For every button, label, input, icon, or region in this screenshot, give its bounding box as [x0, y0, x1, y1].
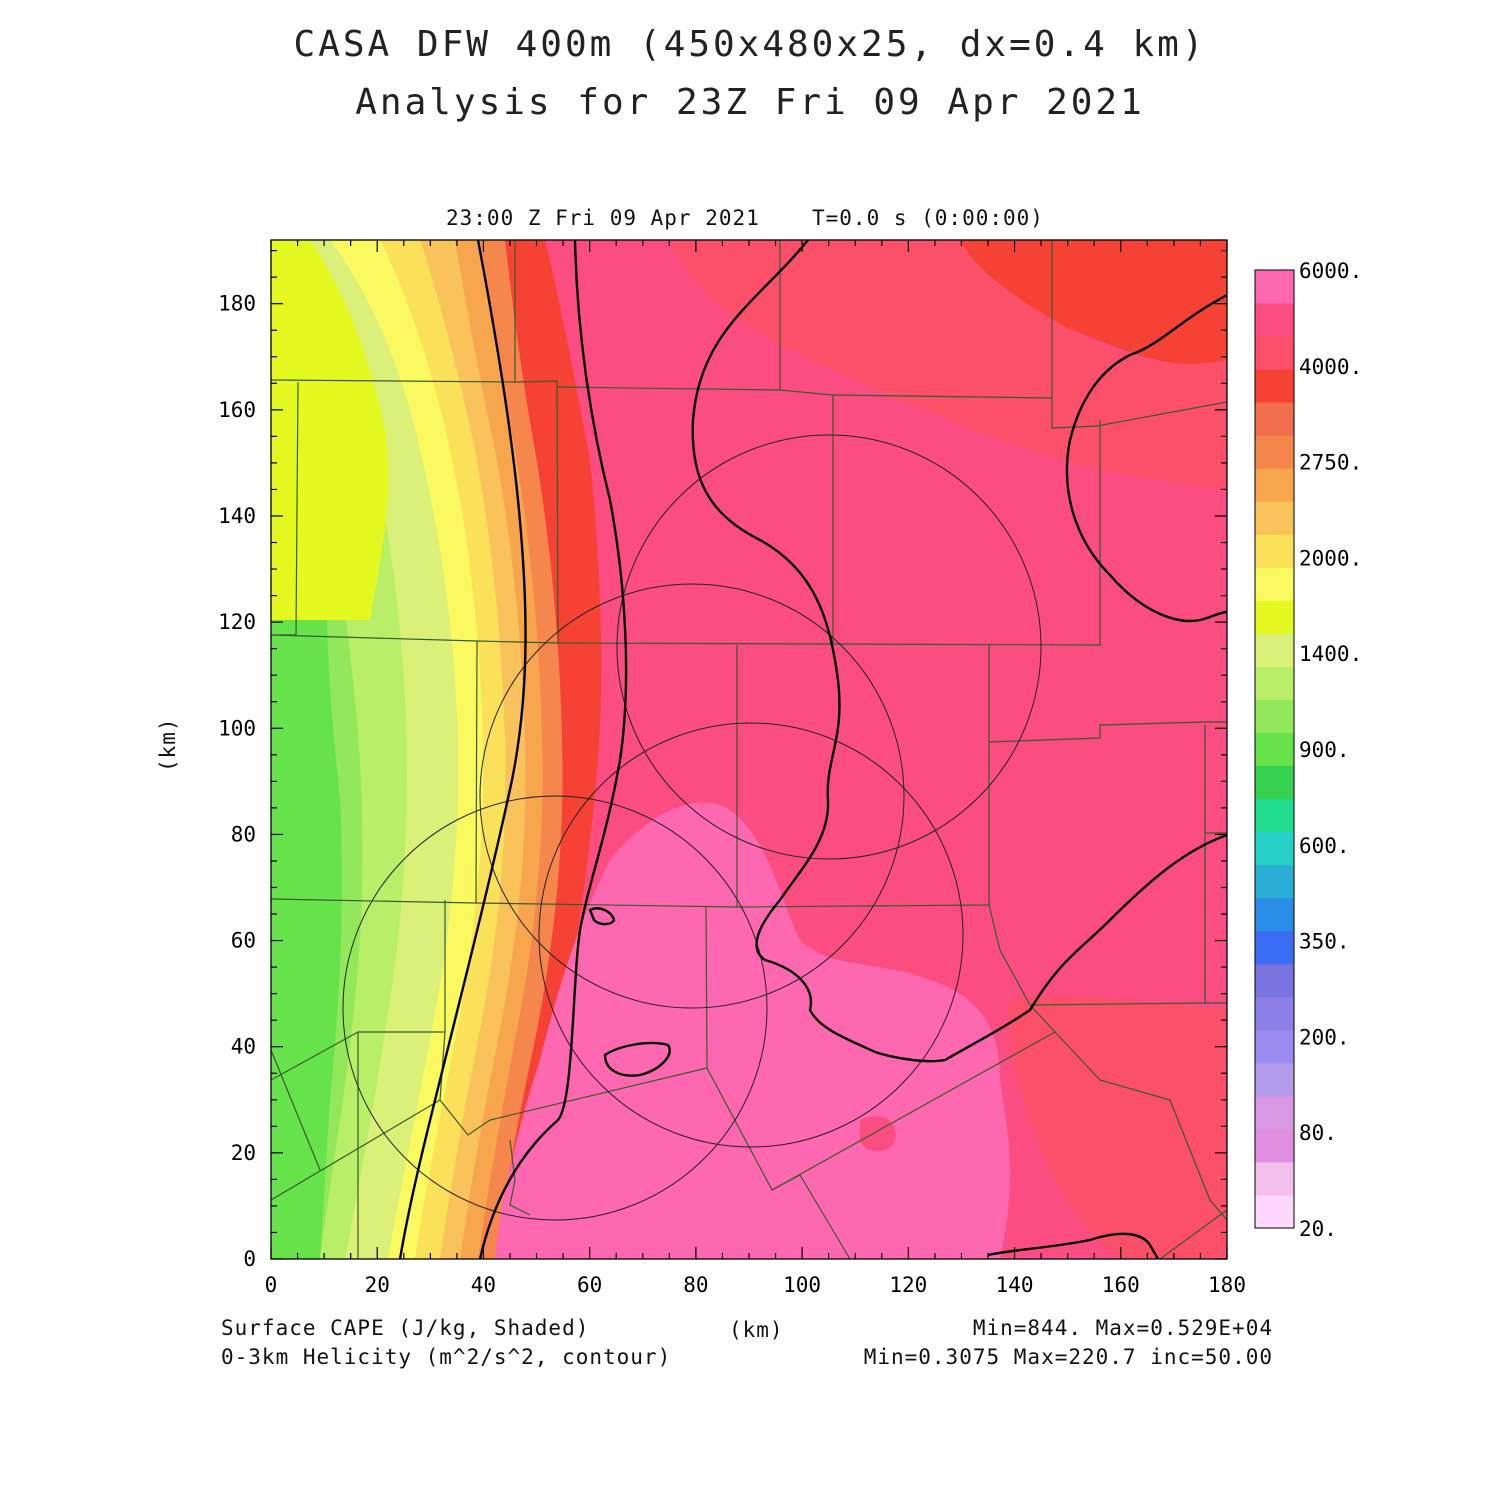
helicity-contour-south — [987, 1232, 1160, 1259]
y-tick-label: 160 — [218, 398, 256, 422]
radar-ring-2 — [479, 583, 905, 1009]
colorbar-label: 80. — [1299, 1121, 1337, 1145]
colorbar-label: 4000. — [1299, 355, 1362, 379]
cape-shading — [271, 240, 1227, 1259]
radar-ring-1 — [342, 795, 768, 1221]
colorbar-segment — [1255, 501, 1294, 535]
colorbar-segment — [1255, 732, 1294, 767]
colorbar-label: 600. — [1299, 834, 1350, 858]
x-tick-label: 140 — [996, 1273, 1034, 1297]
title-line-1: CASA DFW 400m (450x480x25, dx=0.4 km) — [293, 24, 1207, 65]
y-tick-label: 20 — [231, 1141, 256, 1165]
colorbar-segment — [1255, 996, 1294, 1031]
helicity-contour-center — [478, 240, 628, 1259]
field1-label: Surface CAPE (J/kg, Shaded) — [221, 1316, 590, 1340]
colorbar-label: 2000. — [1299, 546, 1362, 570]
colorbar-segment — [1255, 567, 1294, 601]
colorbar-segment — [1255, 1095, 1294, 1130]
y-axis-label: (km) — [156, 717, 180, 772]
y-tick-label: 80 — [231, 822, 256, 846]
colorbar-segment — [1255, 699, 1294, 733]
colorbar-segment — [1255, 831, 1294, 866]
helicity-contour-east — [691, 240, 1227, 1063]
colorbar-segment — [1255, 798, 1294, 833]
colorbar-segment — [1255, 1029, 1294, 1064]
colorbar-segment — [1255, 303, 1294, 337]
colorbar-frame — [1254, 269, 1295, 1229]
colorbar — [1255, 270, 1294, 1229]
colorbar-segment — [1255, 534, 1294, 568]
y-tick-labels: 0 20 40 60 80 100 120 140 160 180 — [218, 292, 256, 1271]
x-tick-label: 0 — [265, 1273, 278, 1297]
colorbar-segment — [1255, 369, 1294, 403]
colorbar-segment — [1255, 1062, 1294, 1097]
helicity-contours — [398, 240, 1227, 1259]
radar-rings — [342, 434, 1042, 1221]
field2-stats: Min=0.3075 Max=220.7 inc=50.00 — [863, 1345, 1273, 1369]
colorbar-label: 900. — [1299, 738, 1350, 762]
x-tick-label: 180 — [1208, 1273, 1246, 1297]
field2-label: 0-3km Helicity (m^2/s^2, contour) — [221, 1345, 672, 1369]
colorbar-segment — [1255, 897, 1294, 932]
colorbar-segment — [1255, 336, 1294, 370]
x-tick-label: 160 — [1102, 1273, 1140, 1297]
colorbar-segment — [1255, 765, 1294, 800]
x-tick-label: 120 — [889, 1273, 927, 1297]
colorbar-segment — [1255, 864, 1294, 899]
colorbar-segment — [1255, 666, 1294, 700]
helicity-contour-west — [398, 240, 527, 1259]
x-tick-label: 20 — [365, 1273, 390, 1297]
colorbar-segment — [1255, 435, 1294, 469]
colorbar-label: 2750. — [1299, 451, 1362, 475]
x-tick-label: 80 — [683, 1273, 708, 1297]
axis-ticks — [270, 240, 1228, 1260]
helicity-contour-northeast — [1065, 293, 1227, 623]
y-tick-label: 100 — [218, 716, 256, 740]
field1-stats: Min=844. Max=0.529E+04 — [972, 1316, 1273, 1340]
radar-ring-4 — [616, 434, 1042, 860]
colorbar-segment — [1255, 633, 1294, 667]
x-tick-labels: 0 20 40 60 80 100 120 140 160 180 — [265, 1273, 1246, 1297]
y-tick-label: 60 — [231, 929, 256, 953]
colorbar-label: 200. — [1299, 1025, 1350, 1049]
colorbar-segment — [1255, 1128, 1294, 1163]
y-tick-label: 40 — [231, 1035, 256, 1059]
x-axis-label: (km) — [729, 1318, 784, 1342]
title-line-2: Analysis for 23Z Fri 09 Apr 2021 — [355, 82, 1145, 123]
colorbar-segment — [1255, 1194, 1294, 1229]
y-tick-label: 0 — [243, 1247, 256, 1271]
colorbar-label: 20. — [1299, 1217, 1337, 1241]
y-tick-label: 140 — [218, 504, 256, 528]
x-tick-label: 100 — [783, 1273, 821, 1297]
colorbar-segment — [1255, 468, 1294, 502]
colorbar-label: 6000. — [1299, 259, 1362, 283]
colorbar-segment — [1255, 930, 1294, 965]
colorbar-segment — [1255, 600, 1294, 634]
colorbar-label: 1400. — [1299, 642, 1362, 666]
colorbar-segment — [1255, 963, 1294, 998]
time-step-label: T=0.0 s (0:00:00) — [812, 206, 1044, 230]
x-tick-label: 60 — [577, 1273, 602, 1297]
colorbar-labels: 20. 80. 200. 350. 600. 900. 1400. 2000. 2750. 400… — [1299, 259, 1362, 1241]
colorbar-segment — [1255, 270, 1294, 304]
radar-ring-3 — [538, 722, 964, 1148]
y-tick-label: 120 — [218, 610, 256, 634]
x-tick-label: 40 — [471, 1273, 496, 1297]
colorbar-label: 350. — [1299, 930, 1350, 954]
colorbar-segment — [1255, 402, 1294, 436]
helicity-contour-small-1 — [588, 907, 616, 926]
colorbar-segment — [1255, 1161, 1294, 1196]
county-boundaries — [271, 240, 1227, 1259]
y-tick-label: 180 — [218, 292, 256, 316]
helicity-contour-small-2 — [603, 1041, 671, 1077]
valid-time-label: 23:00 Z Fri 09 Apr 2021 — [446, 206, 760, 230]
